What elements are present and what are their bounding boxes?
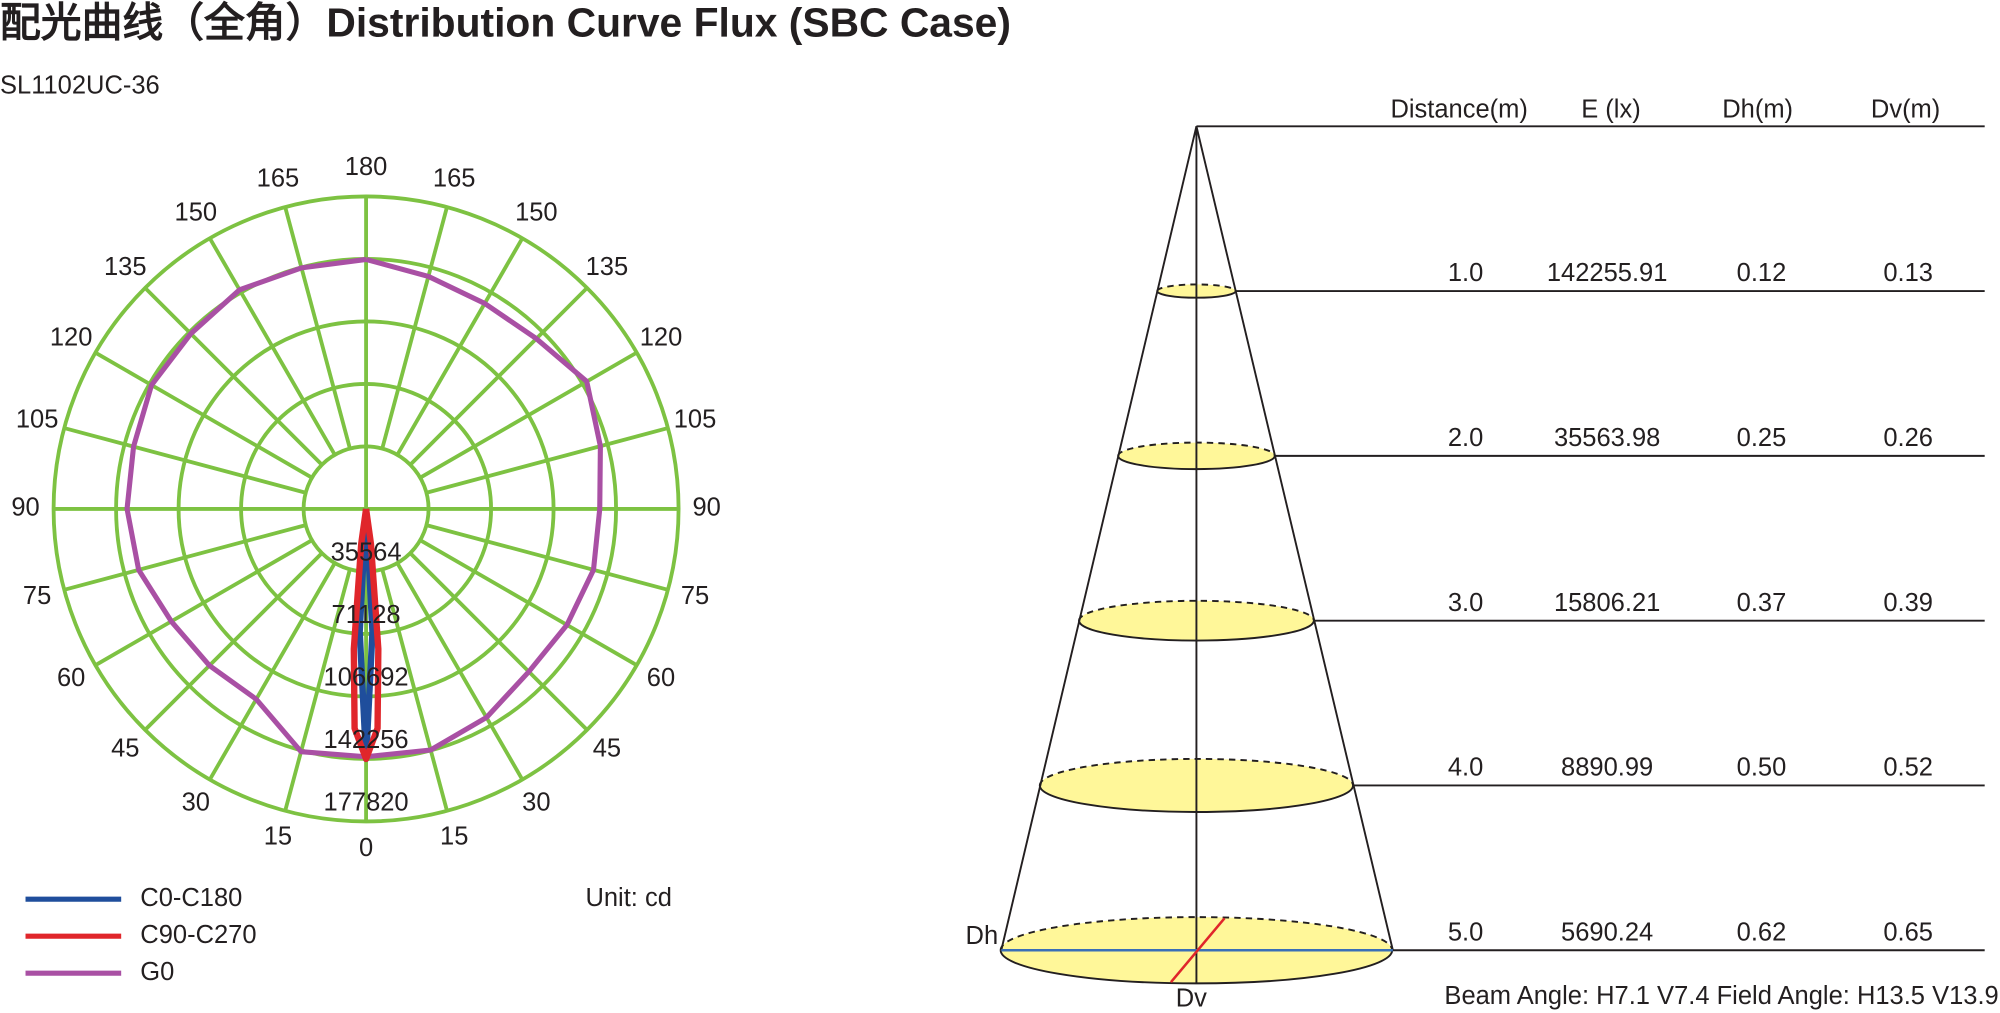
grid-spoke [419, 351, 638, 480]
table-cell: 0.12 [1737, 259, 1787, 287]
angle-label: 15 [264, 823, 292, 851]
dv-label: Dv [1176, 985, 1207, 1013]
table-cell: 142255.91 [1547, 259, 1668, 287]
grid-spoke [395, 562, 524, 781]
table-cell: 4.0 [1448, 754, 1483, 782]
table-cell: 0.52 [1883, 754, 1933, 782]
table-header: Dv(m) [1871, 96, 1940, 124]
table-cell: 0.37 [1737, 589, 1787, 617]
grid-spoke [425, 523, 669, 592]
angle-label: 45 [593, 734, 621, 762]
angle-label: 30 [182, 789, 210, 817]
grid-spoke [425, 426, 669, 495]
grid-spoke [143, 551, 324, 732]
table-cell: 0.26 [1883, 424, 1933, 452]
legend-label: C0-C180 [140, 884, 242, 912]
radial-tick-label: 35564 [331, 538, 402, 566]
series-line [350, 508, 382, 763]
grid-spoke [94, 538, 313, 667]
angle-label: 165 [257, 165, 300, 193]
legend-label: G0 [140, 958, 174, 986]
angle-label: 150 [175, 199, 218, 227]
dv-line [1169, 917, 1226, 983]
dh-label: Dh [966, 922, 999, 950]
angle-label: 150 [515, 199, 558, 227]
table-header: E (lx) [1581, 96, 1641, 124]
radial-tick-label: 71128 [332, 601, 401, 629]
table-cell: 0.50 [1737, 754, 1787, 782]
angle-label: 15 [440, 823, 468, 851]
grid-spoke [408, 286, 589, 467]
cone-side [1000, 126, 1198, 951]
angle-label: 135 [104, 253, 147, 281]
angle-label: 75 [23, 582, 51, 610]
table-cell: 5.0 [1448, 918, 1483, 946]
grid-spoke [143, 286, 324, 467]
unit-label: Unit: cd [585, 884, 671, 912]
table-cell: 0.65 [1883, 918, 1933, 946]
angle-label: 0 [359, 834, 373, 862]
grid-spoke [380, 568, 449, 812]
legend-label: C90-C270 [140, 921, 256, 949]
grid-spoke [283, 206, 352, 450]
radial-tick-label: 142256 [324, 726, 409, 754]
table-cell: 5690.24 [1561, 918, 1653, 946]
beam-angle-note: Beam Angle: H7.1 V7.4 Field Angle: H13.5… [1444, 982, 1998, 1010]
angle-label: 120 [50, 323, 93, 351]
beam-ellipse-back [1077, 599, 1315, 621]
table-cell: 3.0 [1448, 589, 1483, 617]
angle-label: 60 [647, 664, 675, 692]
angle-label: 90 [11, 494, 39, 522]
angle-label: 60 [57, 664, 85, 692]
angle-label: 45 [111, 734, 139, 762]
table-header: Dh(m) [1722, 96, 1793, 124]
grid-spoke [419, 538, 638, 667]
grid-spoke [380, 206, 449, 450]
grid-spoke [395, 237, 524, 456]
angle-label: 90 [692, 494, 720, 522]
cone-side [1195, 126, 1394, 951]
table-cell: 8890.99 [1561, 754, 1653, 782]
beam-ellipse-back [999, 916, 1394, 951]
angle-label: 75 [681, 582, 709, 610]
angle-label: 105 [16, 406, 59, 434]
subtitle: SL1102UC-36 [0, 71, 160, 99]
grid-spoke [63, 426, 307, 495]
grid-spoke [63, 523, 307, 592]
grid-spoke [208, 562, 337, 781]
radial-tick-label: 106692 [324, 663, 409, 691]
table-cell: 35563.98 [1554, 424, 1660, 452]
table-cell: 0.25 [1737, 424, 1787, 452]
table-cell: 0.39 [1883, 589, 1933, 617]
page-title: 配光曲线（全角）Distribution Curve Flux (SBC Cas… [0, 0, 1011, 45]
angle-label: 105 [674, 406, 717, 434]
angle-label: 165 [433, 165, 476, 193]
angle-label: 120 [640, 323, 683, 351]
table-cell: 15806.21 [1554, 589, 1660, 617]
table-cell: 0.13 [1883, 259, 1933, 287]
grid-spoke [94, 351, 313, 480]
grid-spoke [208, 237, 337, 456]
table-cell: 2.0 [1448, 424, 1483, 452]
table-cell: 1.0 [1448, 259, 1483, 287]
radial-tick-label: 177820 [324, 788, 409, 816]
grid-spoke [408, 551, 589, 732]
angle-label: 30 [522, 789, 550, 817]
angle-label: 180 [345, 153, 388, 181]
angle-label: 135 [586, 253, 629, 281]
grid-spoke [283, 568, 352, 812]
table-cell: 0.62 [1737, 918, 1787, 946]
table-header: Distance(m) [1390, 96, 1527, 124]
